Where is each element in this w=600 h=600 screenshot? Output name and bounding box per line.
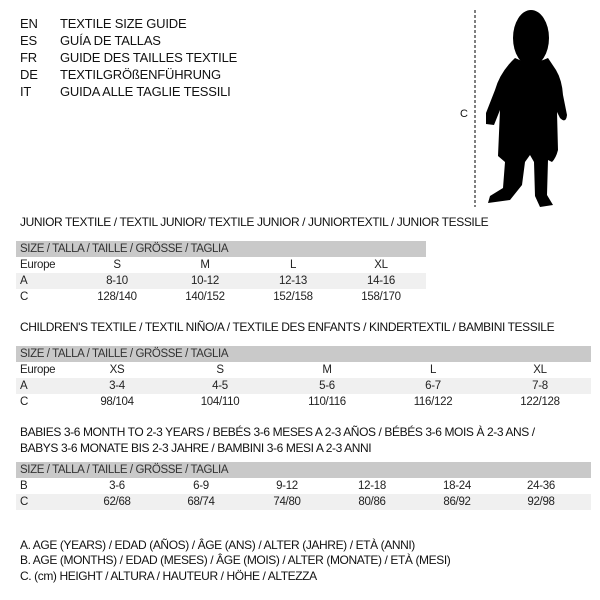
lang-code-fr: FR — [20, 50, 37, 65]
table-cell: 12-18 — [358, 480, 386, 492]
lang-title-it: GUIDA ALLE TAGLIE TESSILI — [60, 84, 231, 99]
table-cell: M — [322, 364, 332, 376]
table-cell: XL — [374, 259, 388, 271]
legend-c: C. (cm) HEIGHT / ALTURA / HAUTEUR / HÖHE… — [20, 569, 317, 583]
lang-code-it: IT — [20, 84, 32, 99]
section-title-line2: BABYS 3-6 MONATE BIS 2-3 JAHRE / BAMBINI… — [20, 441, 372, 455]
size-table: SIZE / TALLA / TAILLE / GRÖSSE / TAGLIA E… — [16, 346, 591, 410]
lang-title-es: GUÍA DE TALLAS — [60, 33, 161, 48]
table-cell: S — [113, 259, 121, 271]
baby-silhouette-icon — [474, 10, 567, 207]
height-measure-label: C — [460, 108, 468, 120]
table-cell: 24-36 — [527, 480, 555, 492]
table-cell: L — [289, 259, 297, 271]
table-cell: 128/140 — [97, 291, 137, 303]
table-cell: 104/110 — [200, 396, 240, 408]
lang-code-es: ES — [20, 33, 37, 48]
section-title: CHILDREN'S TEXTILE / TEXTIL NIÑO/A / TEX… — [20, 320, 555, 334]
table-cell: 7-8 — [532, 380, 548, 392]
size-table-header: SIZE / TALLA / TAILLE / GRÖSSE / TAGLIA — [16, 346, 591, 362]
table-cell: 6-7 — [425, 380, 441, 392]
table-row: C 62/68 68/74 74/80 80/86 86/92 92/98 — [16, 494, 591, 510]
table-row: B 3-6 6-9 9-12 12-18 18-24 24-36 — [16, 478, 591, 494]
row-label: C — [20, 496, 29, 508]
table-cell: 86/92 — [443, 496, 471, 508]
table-cell: 12-13 — [279, 275, 307, 287]
row-label: Europe — [20, 259, 56, 271]
table-cell: 98/104 — [100, 396, 134, 408]
size-table: SIZE / TALLA / TAILLE / GRÖSSE / TAGLIA E… — [16, 241, 426, 305]
table-cell: L — [429, 364, 437, 376]
row-label: C — [20, 291, 29, 303]
table-row: A 8-10 10-12 12-13 14-16 — [16, 273, 426, 289]
table-cell: 3-4 — [109, 380, 125, 392]
table-cell: XL — [533, 364, 547, 376]
table-cell: 122/128 — [520, 396, 560, 408]
table-cell: 8-10 — [106, 275, 128, 287]
table-cell: 4-5 — [212, 380, 228, 392]
table-row: C 98/104 104/110 110/116 116/122 122/128 — [16, 394, 591, 410]
table-cell: 10-12 — [191, 275, 219, 287]
lang-title-fr: GUIDE DES TAILLES TEXTILE — [60, 50, 238, 65]
row-label: B — [20, 480, 28, 492]
row-label: Europe — [20, 364, 56, 376]
table-cell: 152/158 — [273, 291, 313, 303]
table-row: Europe XS S M L XL — [16, 362, 591, 378]
table-cell: 3-6 — [109, 480, 125, 492]
lang-code-en: EN — [20, 16, 38, 31]
table-cell: 116/122 — [413, 396, 453, 408]
table-cell: 68/74 — [187, 496, 215, 508]
size-table-header: SIZE / TALLA / TAILLE / GRÖSSE / TAGLIA — [16, 462, 591, 478]
size-table: SIZE / TALLA / TAILLE / GRÖSSE / TAGLIA B… — [16, 462, 591, 510]
row-label: A — [20, 275, 28, 287]
row-label: C — [20, 396, 29, 408]
lang-code-de: DE — [20, 67, 38, 82]
table-cell: 158/170 — [361, 291, 401, 303]
table-cell: 5-6 — [319, 380, 335, 392]
table-cell: 140/152 — [185, 291, 225, 303]
table-cell: 80/86 — [358, 496, 386, 508]
table-cell: 110/116 — [308, 396, 346, 408]
table-cell: 62/68 — [103, 496, 131, 508]
table-cell: 18-24 — [443, 480, 471, 492]
legend-a: A. AGE (YEARS) / EDAD (AÑOS) / ÂGE (ANS)… — [20, 538, 415, 552]
lang-title-de: TEXTILGRÖßENFÜHRUNG — [60, 67, 221, 82]
table-row: Europe S M L XL — [16, 257, 426, 273]
table-cell: 14-16 — [367, 275, 395, 287]
section-title: JUNIOR TEXTILE / TEXTIL JUNIOR/ TEXTILE … — [20, 215, 489, 229]
section-title: BABIES 3-6 MONTH TO 2-3 YEARS / BEBÉS 3-… — [20, 425, 535, 439]
legend-b: B. AGE (MONTHS) / EDAD (MESES) / ÂGE (MO… — [20, 553, 451, 567]
row-label: A — [20, 380, 28, 392]
lang-title-en: TEXTILE SIZE GUIDE — [60, 16, 187, 31]
table-cell: 74/80 — [273, 496, 301, 508]
table-cell: 6-9 — [193, 480, 209, 492]
table-cell: S — [216, 364, 224, 376]
table-cell: 9-12 — [276, 480, 298, 492]
table-cell: XS — [109, 364, 125, 376]
table-row: A 3-4 4-5 5-6 6-7 7-8 — [16, 378, 591, 394]
table-cell: 92/98 — [527, 496, 555, 508]
table-cell: M — [200, 259, 210, 271]
size-table-header: SIZE / TALLA / TAILLE / GRÖSSE / TAGLIA — [16, 241, 426, 257]
table-row: C 128/140 140/152 152/158 158/170 — [16, 289, 426, 305]
